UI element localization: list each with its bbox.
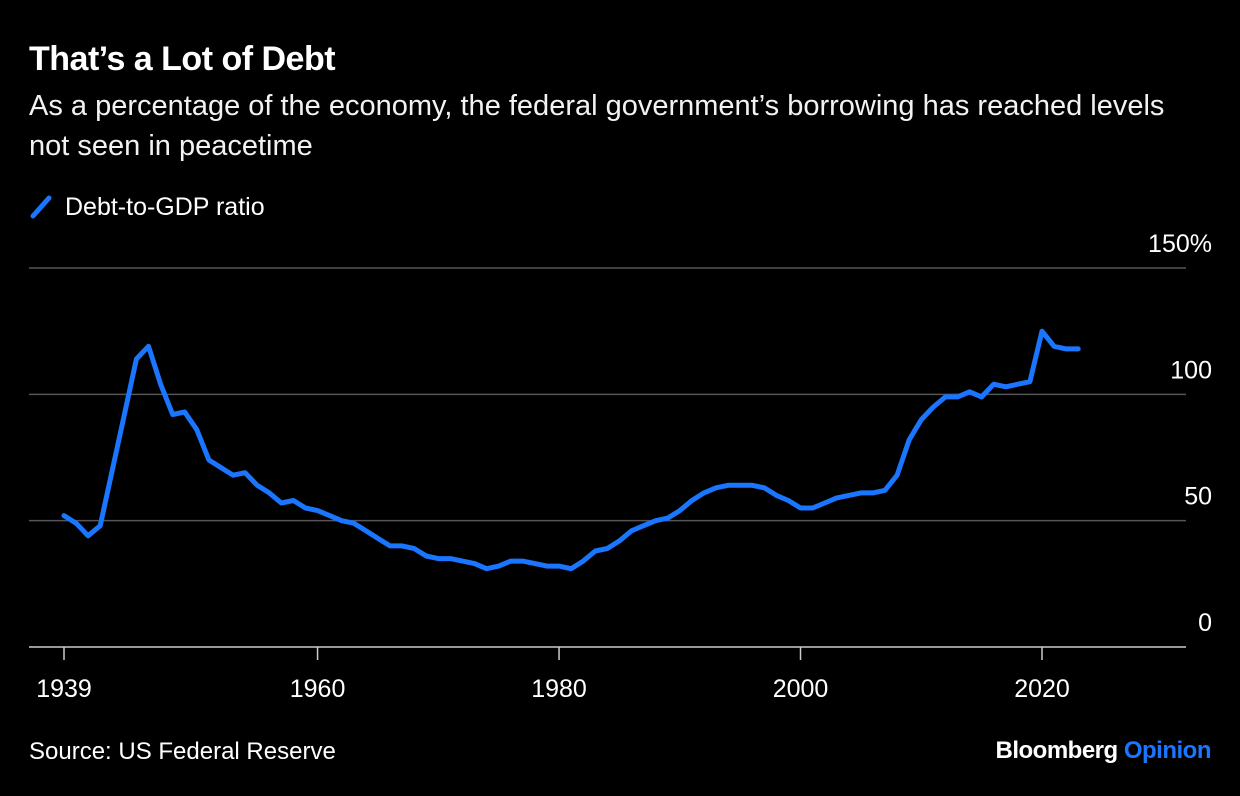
- y-tick-label: 0: [1198, 609, 1212, 637]
- chart-title: That’s a Lot of Debt: [29, 40, 336, 78]
- legend-label: Debt-to-GDP ratio: [65, 192, 265, 221]
- y-tick-label: 100: [1170, 356, 1212, 384]
- source-note: Source: US Federal Reserve: [29, 738, 336, 765]
- brand-name: Bloomberg: [995, 737, 1119, 764]
- legend-swatch-icon: [30, 195, 52, 219]
- x-tick-label: 2020: [1014, 675, 1070, 703]
- chart-subtitle: As a percentage of the economy, the fede…: [29, 90, 1165, 162]
- y-tick-label: 50: [1184, 483, 1212, 511]
- legend: Debt-to-GDP ratio: [29, 190, 265, 224]
- y-tick-label: 150%: [1148, 230, 1212, 258]
- grid-lines: [29, 267, 1186, 648]
- series-layer: [61, 328, 1081, 572]
- brand-logo: Bloomberg Opinion: [996, 737, 1212, 765]
- x-axis: 1939 1960 1980 2000 2020: [36, 647, 1070, 703]
- y-axis: 0 50 100 150%: [1148, 230, 1212, 637]
- brand-section: Opinion: [1123, 737, 1212, 764]
- series-line-0: [61, 328, 1081, 572]
- x-tick-label: 2000: [773, 675, 829, 703]
- x-tick-label: 1960: [290, 675, 346, 703]
- x-tick-label: 1939: [36, 675, 92, 703]
- x-tick-label: 1980: [531, 675, 587, 703]
